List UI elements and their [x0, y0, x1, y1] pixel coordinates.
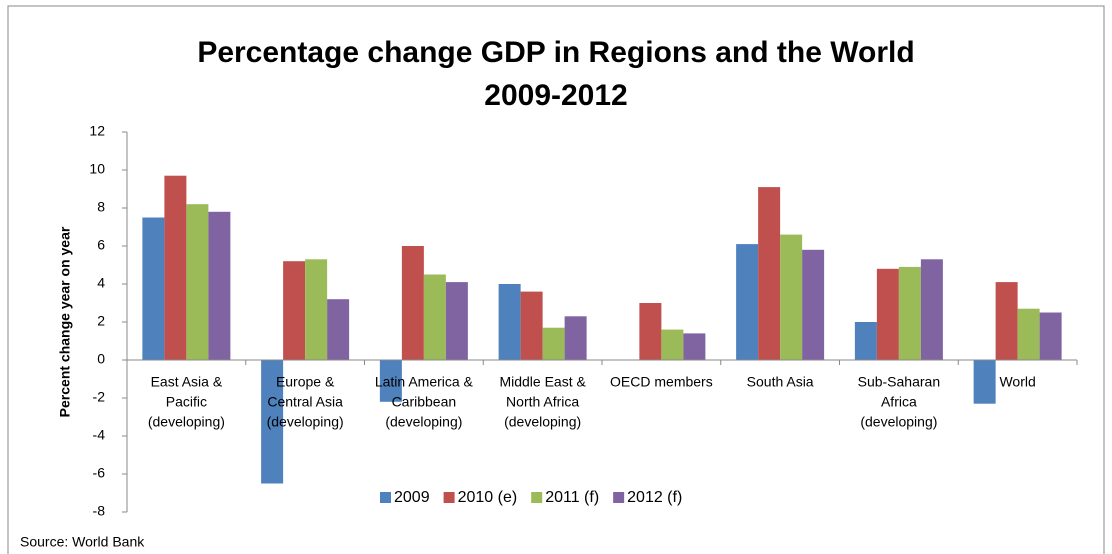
chart-title: Percentage change GDP in Regions and the…	[197, 36, 914, 69]
bar	[142, 217, 165, 360]
bar	[995, 282, 1018, 360]
y-tick-label: -2	[93, 389, 106, 405]
x-tick-label: North Africa	[506, 394, 579, 410]
y-tick-label: 12	[89, 123, 105, 139]
bar	[639, 303, 662, 360]
x-tick-label: East Asia &	[151, 374, 223, 390]
bar	[802, 249, 825, 360]
y-axis-label: Percent change year on year	[57, 226, 73, 417]
x-tick-label: (developing)	[860, 414, 937, 430]
y-tick-label: 10	[89, 161, 105, 177]
bar	[401, 246, 424, 360]
bar	[736, 244, 759, 360]
bar	[1017, 308, 1040, 360]
chart-title: 2009-2012	[484, 79, 627, 112]
bar	[186, 204, 209, 360]
legend-label: 2012 (f)	[627, 489, 682, 506]
source-note: Source: World Bank	[20, 534, 145, 550]
x-tick-label: Africa	[881, 394, 917, 410]
x-tick-label: (developing)	[148, 414, 225, 430]
x-tick-label: South Asia	[747, 374, 814, 390]
y-tick-label: -8	[93, 503, 106, 519]
bar	[542, 327, 565, 360]
bar	[973, 360, 996, 404]
x-tick-label: (developing)	[267, 414, 344, 430]
legend-swatch	[380, 492, 391, 503]
bar	[920, 259, 943, 360]
x-tick-label: Caribbean	[392, 394, 457, 410]
bar	[683, 333, 706, 360]
legend-label: 2010 (e)	[458, 489, 518, 506]
bar	[876, 268, 899, 360]
x-tick-label: Pacific	[166, 394, 207, 410]
bar	[423, 274, 446, 360]
bar	[758, 187, 781, 360]
bar	[854, 322, 877, 360]
x-tick-label: Sub-Saharan	[858, 374, 941, 390]
bar	[305, 259, 328, 360]
y-tick-label: 2	[97, 313, 105, 329]
x-tick-label: World	[999, 374, 1035, 390]
bar	[1039, 312, 1062, 360]
y-tick-label: 8	[97, 199, 105, 215]
x-tick-label: Middle East &	[499, 374, 586, 390]
bar	[780, 234, 803, 360]
bar	[208, 211, 231, 360]
bar	[261, 360, 284, 484]
legend-swatch	[531, 492, 543, 503]
y-tick-label: -4	[93, 427, 106, 443]
x-tick-label: Europe &	[276, 374, 335, 390]
legend-swatch	[443, 492, 455, 503]
bar	[164, 175, 187, 360]
bar	[283, 261, 306, 360]
legend-swatch	[613, 492, 625, 503]
x-tick-label: OECD members	[610, 374, 713, 390]
bar	[445, 282, 468, 360]
bar	[898, 266, 921, 360]
y-tick-label: 4	[97, 275, 105, 291]
x-tick-label: Latin America &	[375, 374, 474, 390]
y-tick-label: 0	[97, 351, 105, 367]
bar	[498, 284, 521, 360]
legend-label: 2011 (f)	[545, 489, 599, 506]
bar	[661, 329, 684, 360]
legend-label: 2009	[394, 489, 430, 506]
x-tick-label: (developing)	[385, 414, 462, 430]
bar	[379, 360, 402, 402]
bar	[327, 299, 350, 360]
x-tick-label: Central Asia	[267, 394, 343, 410]
y-tick-label: 6	[97, 237, 105, 253]
bar	[520, 291, 543, 360]
y-tick-label: -6	[93, 465, 106, 481]
x-tick-label: (developing)	[504, 414, 581, 430]
bar	[564, 316, 587, 360]
